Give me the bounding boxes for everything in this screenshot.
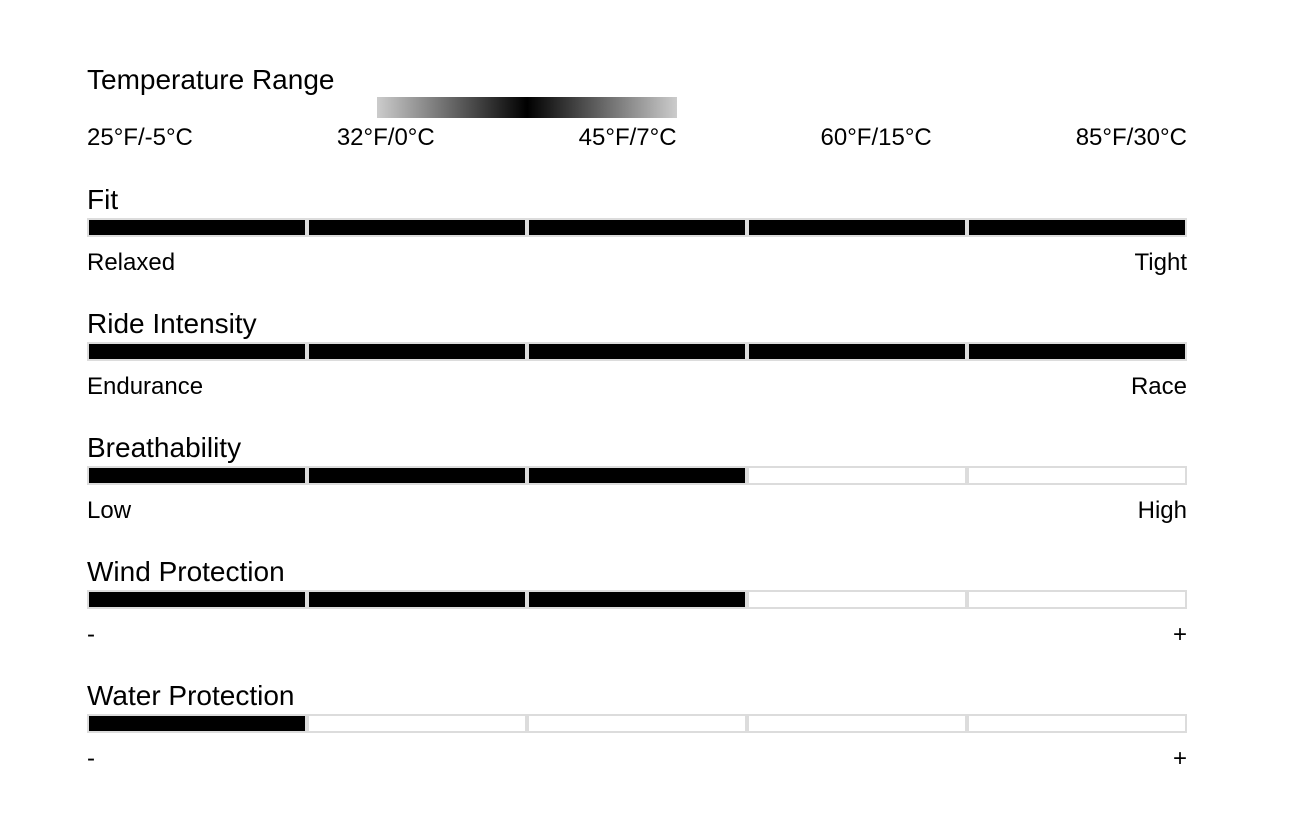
rating-segment-filled [527,218,747,237]
rating-breathability: Breathability Low High [87,430,1187,554]
rating-segment-empty [967,466,1187,485]
temperature-labels: 25°F/-5°C 32°F/0°C 45°F/7°C 60°F/15°C 85… [87,123,1187,153]
rating-segment-empty [747,466,967,485]
rating-title: Ride Intensity [87,308,257,339]
rating-bar [87,466,1187,485]
rating-segment-empty [747,590,967,609]
rating-segment-filled [307,590,527,609]
ratings-list: Fit Relaxed Tight Ride Intensity Endurance Ra… [87,182,1187,802]
rating-segment-filled [87,714,307,733]
rating-title: Fit [87,184,119,215]
rating-water-protection: Water Protection - + [87,678,1187,802]
temperature-label: 45°F/7°C [578,124,677,151]
temperature-range: Temperature Range 25°F/-5°C 32°F/0°C 45°… [87,62,1187,182]
rating-wind-protection: Wind Protection - + [87,554,1187,678]
rating-low-label: - [87,621,95,648]
rating-low-label: - [87,745,95,772]
temperature-range-title: Temperature Range [87,64,335,95]
rating-segment-filled [527,466,747,485]
rating-bar [87,342,1187,361]
rating-segment-filled [87,466,307,485]
rating-segment-filled [307,342,527,361]
rating-scale: - + [87,620,1187,650]
temperature-label: 25°F/-5°C [87,124,193,151]
rating-segment-filled [967,342,1187,361]
rating-segment-filled [967,218,1187,237]
rating-title: Breathability [87,432,242,463]
temperature-label: 85°F/30°C [1075,124,1187,151]
rating-segment-filled [747,218,967,237]
rating-high-label: Race [1130,373,1187,400]
rating-high-label: + [1172,745,1187,772]
rating-segment-empty [747,714,967,733]
rating-scale: Endurance Race [87,372,1187,402]
rating-ride-intensity: Ride Intensity Endurance Race [87,306,1187,430]
product-specs: Temperature Range 25°F/-5°C 32°F/0°C 45°… [87,62,1187,802]
rating-scale: - + [87,744,1187,774]
rating-segment-filled [87,590,307,609]
rating-segment-filled [527,590,747,609]
temperature-range-gradient [377,97,677,118]
rating-title: Water Protection [87,680,295,711]
rating-segment-empty [307,714,527,733]
rating-segment-empty [967,590,1187,609]
rating-scale: Relaxed Tight [87,248,1187,278]
rating-bar [87,218,1187,237]
rating-scale: Low High [87,496,1187,526]
rating-segment-empty [967,714,1187,733]
rating-high-label: Tight [1134,249,1187,276]
rating-low-label: Relaxed [87,249,176,276]
rating-segment-filled [527,342,747,361]
rating-segment-filled [87,342,307,361]
rating-bar [87,590,1187,609]
rating-segment-empty [527,714,747,733]
rating-title: Wind Protection [87,556,285,587]
rating-bar [87,714,1187,733]
rating-low-label: Low [87,497,132,524]
rating-fit: Fit Relaxed Tight [87,182,1187,306]
rating-high-label: High [1137,497,1187,524]
rating-segment-filled [307,466,527,485]
temperature-label: 32°F/0°C [336,124,435,151]
rating-low-label: Endurance [87,373,204,400]
rating-segment-filled [87,218,307,237]
temperature-label: 60°F/15°C [820,124,932,151]
rating-high-label: + [1172,621,1187,648]
rating-segment-filled [307,218,527,237]
rating-segment-filled [747,342,967,361]
